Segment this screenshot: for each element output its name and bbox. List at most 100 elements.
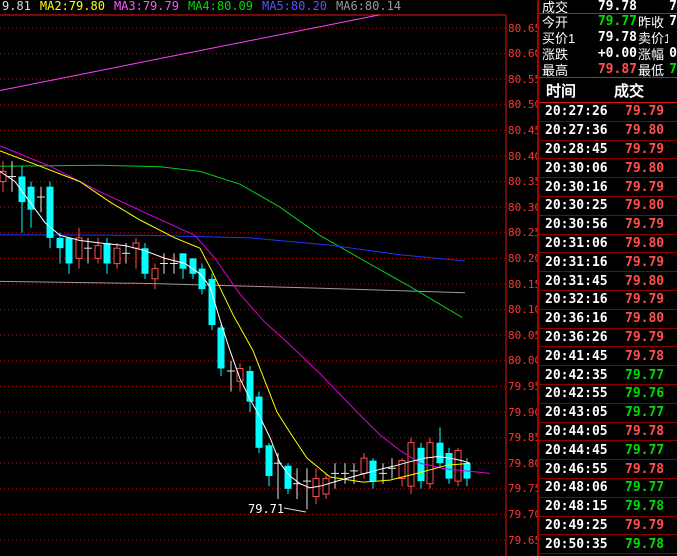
- tape-price: 79.79: [625, 217, 665, 233]
- quote-value: 79.78: [597, 0, 637, 14]
- quote-summary: 成交 79.78 7 今开 79.77 昨收 7 买价1 79.78 卖价1 涨跌 +0.00 涨幅 0 最…: [539, 0, 677, 77]
- tape-price: 79.80: [625, 123, 665, 139]
- candle-body-down: [284, 465, 292, 489]
- tape-time: 20:49:25: [545, 517, 608, 533]
- ma-legend-item: MA5:80.20: [262, 0, 328, 13]
- quote-label: 成交: [542, 0, 569, 14]
- tape-row[interactable]: 20:44:45 79.77: [539, 441, 677, 461]
- tape-row[interactable]: 20:27:26 79.79: [539, 103, 677, 122]
- tape-row[interactable]: 20:42:55 79.76: [539, 385, 677, 404]
- tape-price: 79.79: [625, 254, 665, 270]
- tape-row[interactable]: 20:44:05 79.78: [539, 423, 677, 442]
- candle-body-up: [454, 449, 462, 482]
- quote-value2: 0: [669, 45, 677, 61]
- tape-row[interactable]: 20:28:45 79.79: [539, 141, 677, 160]
- quote-panel: 成交 79.78 7 今开 79.77 昨收 7 买价1 79.78 卖价1 涨跌 +0.00 涨幅 0 最…: [537, 0, 677, 556]
- tape-time: 20:50:35: [545, 536, 608, 552]
- low-annotation-label: 79.71: [248, 502, 284, 516]
- tape-row[interactable]: 20:41:45 79.78: [539, 347, 677, 367]
- tape-time: 20:41:45: [545, 348, 608, 364]
- tape-time: 20:31:06: [545, 235, 608, 251]
- tape-price: 79.78: [625, 461, 665, 477]
- tape-row[interactable]: 20:31:16 79.79: [539, 253, 677, 273]
- candle-body-up: [322, 478, 330, 495]
- ma-legend-item: MA4:80.09: [187, 0, 253, 13]
- tape-price: 79.77: [625, 442, 665, 458]
- tape-time: 20:30:06: [545, 160, 608, 176]
- tape-time: 20:44:45: [545, 442, 608, 458]
- tape-time: 20:30:16: [545, 179, 608, 195]
- quote-label2: 卖价1: [638, 31, 668, 46]
- tape-row[interactable]: 20:27:36 79.80: [539, 122, 677, 141]
- candle-body-up: [398, 460, 406, 480]
- tape-price: 79.79: [625, 141, 665, 157]
- line-MA4: [0, 164, 463, 318]
- tape-time: 20:30:56: [545, 217, 608, 233]
- tape-row[interactable]: 20:42:35 79.77: [539, 366, 677, 385]
- candle-body-down: [56, 237, 64, 249]
- candle-body-up: [360, 457, 368, 475]
- quote-row: 买价1 79.78 卖价1: [539, 30, 677, 46]
- tape-row[interactable]: 20:46:55 79.78: [539, 460, 677, 479]
- tape-header-time: 时间: [546, 82, 577, 100]
- quote-value2: 7: [669, 61, 677, 77]
- tape-row[interactable]: 20:49:25 79.79: [539, 517, 677, 536]
- tape-row[interactable]: 20:48:06 79.77: [539, 479, 677, 498]
- tape-row[interactable]: 20:30:25 79.80: [539, 197, 677, 216]
- quote-label: 最高: [542, 62, 569, 77]
- tape-row[interactable]: 20:36:26 79.79: [539, 329, 677, 348]
- tape-row[interactable]: 20:50:35 79.78: [539, 535, 677, 555]
- candle-body-down: [208, 278, 216, 325]
- candlestick-chart[interactable]: 79.71: [0, 0, 537, 556]
- tape-row[interactable]: 20:43:05 79.77: [539, 404, 677, 423]
- tape-list[interactable]: 20:27:26 79.79 20:27:36 79.80 20:28:45 79.79 2…: [539, 103, 677, 556]
- tape-header: 时间 成交: [539, 77, 677, 103]
- quote-label2: 昨收: [638, 15, 665, 30]
- tape-time: 20:27:26: [545, 104, 608, 120]
- tape-price: 79.79: [625, 329, 665, 345]
- ma-legend-item: MA3:79.79: [113, 0, 179, 13]
- tape-row[interactable]: 20:32:16 79.79: [539, 291, 677, 310]
- tape-row[interactable]: 20:30:16 79.79: [539, 178, 677, 197]
- candle-body-up: [407, 442, 415, 487]
- tape-time: 20:42:55: [545, 386, 608, 402]
- candle-body-down: [141, 248, 149, 274]
- tape-row[interactable]: 20:31:06 79.80: [539, 235, 677, 254]
- ma-legend-item: MA2:79.80: [39, 0, 105, 13]
- tape-row[interactable]: 20:36:16 79.80: [539, 310, 677, 329]
- tape-row[interactable]: 20:30:56 79.79: [539, 216, 677, 235]
- quote-row: 涨跌 +0.00 涨幅 0: [539, 45, 677, 62]
- tape-price: 79.78: [625, 423, 665, 439]
- tape-time: 20:31:45: [545, 273, 608, 289]
- quote-label: 涨跌: [542, 46, 569, 62]
- candle-body-down: [417, 447, 425, 482]
- tape-price: 79.76: [625, 386, 665, 402]
- tape-row[interactable]: 20:31:45 79.80: [539, 272, 677, 291]
- tape-row[interactable]: 20:30:06 79.80: [539, 159, 677, 179]
- quote-value2: 7: [669, 14, 677, 30]
- ma-legend-item: MA6:80.14: [336, 0, 402, 13]
- candle-body-down: [18, 176, 26, 203]
- candle-body-up: [132, 242, 140, 249]
- quote-value2: 7: [669, 0, 677, 14]
- quote-label2: 最低: [638, 62, 665, 77]
- candle-body-down: [445, 453, 453, 479]
- quote-value: 79.77: [597, 14, 637, 30]
- tape-row[interactable]: 20:48:15 79.78: [539, 498, 677, 517]
- tape-price: 79.78: [625, 348, 665, 364]
- candle-body-up: [75, 237, 83, 259]
- line-trendline: [0, 14, 381, 91]
- candle-body-down: [27, 186, 35, 210]
- ma-legend-item: 9.81: [2, 0, 31, 13]
- line-MA6: [0, 280, 466, 294]
- quote-value: +0.00: [597, 45, 637, 61]
- line-MA5: [0, 234, 466, 262]
- quote-value: 79.78: [597, 30, 637, 46]
- candle-body-down: [265, 445, 273, 476]
- candle-body-up: [0, 170, 7, 183]
- candle-body-down: [46, 186, 54, 238]
- tape-time: 20:30:25: [545, 198, 608, 214]
- tape-time: 20:36:16: [545, 311, 608, 327]
- candle-body-up: [236, 368, 244, 382]
- tape-price: 79.79: [625, 517, 665, 533]
